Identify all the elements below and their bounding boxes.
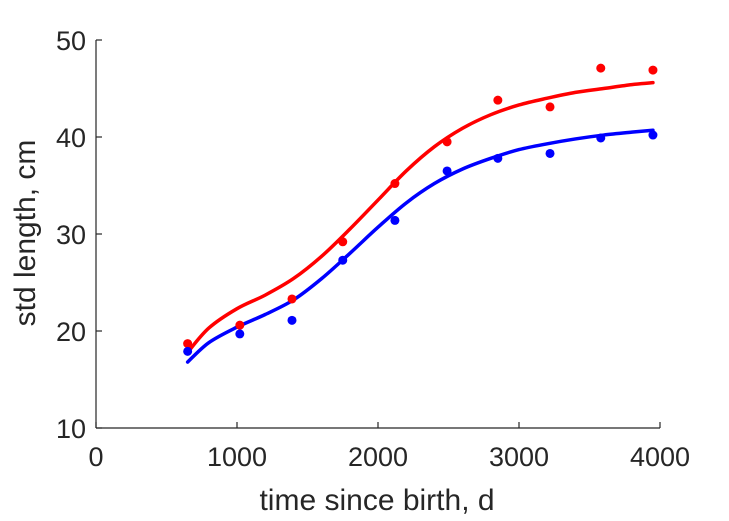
x-tick-label: 1000 xyxy=(207,442,267,472)
red-data-point xyxy=(390,179,400,189)
blue-data-point xyxy=(183,346,193,356)
red-data-point xyxy=(493,95,503,105)
series-layer xyxy=(183,63,658,364)
axes: 0 1000 2000 3000 4000 10 20 30 40 50 xyxy=(56,26,690,472)
red-data-point xyxy=(442,137,452,147)
red-data-point xyxy=(596,63,606,73)
y-tick-label: 30 xyxy=(56,220,86,250)
y-tick-label: 50 xyxy=(56,26,86,56)
red-data-point xyxy=(338,237,348,247)
y-tick-label: 10 xyxy=(56,414,86,444)
blue-data-point xyxy=(596,133,606,143)
blue-data-point xyxy=(235,329,245,339)
red-data-point xyxy=(287,294,297,304)
blue-data-point xyxy=(338,255,348,265)
x-tick-label: 0 xyxy=(88,442,103,472)
blue-data-point xyxy=(390,215,400,225)
red-data-point xyxy=(545,102,555,112)
blue-data-point xyxy=(648,130,658,140)
blue-data-point xyxy=(287,315,297,325)
x-tick-label: 2000 xyxy=(348,442,408,472)
x-tick-label: 3000 xyxy=(489,442,549,472)
blue-data-point xyxy=(493,153,503,163)
red-data-point xyxy=(648,65,658,75)
blue-data-point xyxy=(442,166,452,176)
red-fit-line xyxy=(185,80,655,355)
red-data-point xyxy=(183,339,193,349)
y-axis-label: std length, cm xyxy=(9,140,42,327)
x-axis-label: time since birth, d xyxy=(259,484,494,517)
blue-data-point xyxy=(545,148,555,158)
x-tick-label: 4000 xyxy=(630,442,690,472)
blue-fit-line xyxy=(185,128,655,364)
red-data-point xyxy=(235,320,245,330)
y-tick-label: 20 xyxy=(56,317,86,347)
y-tick-label: 40 xyxy=(56,123,86,153)
